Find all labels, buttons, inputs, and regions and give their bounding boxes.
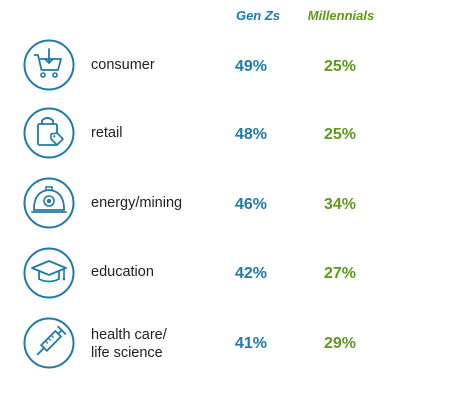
- millennials-value: 29%: [323, 335, 357, 352]
- gen-z-value: 48%: [234, 126, 268, 143]
- category-label-line: consumer: [91, 57, 155, 73]
- mining-helmet-icon: [22, 176, 76, 230]
- syringe-icon: [22, 316, 76, 370]
- millennials-value: 25%: [323, 58, 357, 75]
- graduation-cap-icon: [22, 246, 76, 300]
- gen-z-value: 49%: [234, 58, 268, 75]
- category-label: energy/mining: [91, 194, 182, 212]
- category-label-line: health care/: [91, 327, 167, 343]
- category-label: consumer: [91, 56, 155, 74]
- category-label: retail: [91, 124, 122, 142]
- category-label: health care/ life science: [91, 326, 167, 362]
- header-gen-z: Gen Zs: [235, 8, 281, 23]
- header-millennials: Millennials: [307, 8, 375, 23]
- millennials-value: 34%: [323, 196, 357, 213]
- category-label-line: energy/mining: [91, 195, 183, 211]
- table-row: education 42% 27%: [0, 246, 451, 302]
- shopping-bag-tag-icon: [22, 106, 76, 160]
- table-row: retail 48% 25%: [0, 106, 451, 162]
- table-row: consumer 49% 25%: [0, 38, 451, 94]
- category-label-line: life science: [91, 345, 163, 361]
- table-row: energy/mining 46% 34%: [0, 176, 451, 232]
- category-label-line: retail: [91, 125, 123, 141]
- millennials-value: 25%: [323, 126, 357, 143]
- gen-z-value: 46%: [234, 196, 268, 213]
- category-label: education: [91, 263, 154, 281]
- gen-z-value: 42%: [234, 265, 268, 282]
- table-row: health care/ life science 41% 29%: [0, 316, 451, 372]
- shopping-cart-icon: [22, 38, 76, 92]
- millennials-value: 27%: [323, 265, 357, 282]
- category-label-line: education: [91, 264, 154, 280]
- gen-z-value: 41%: [234, 335, 268, 352]
